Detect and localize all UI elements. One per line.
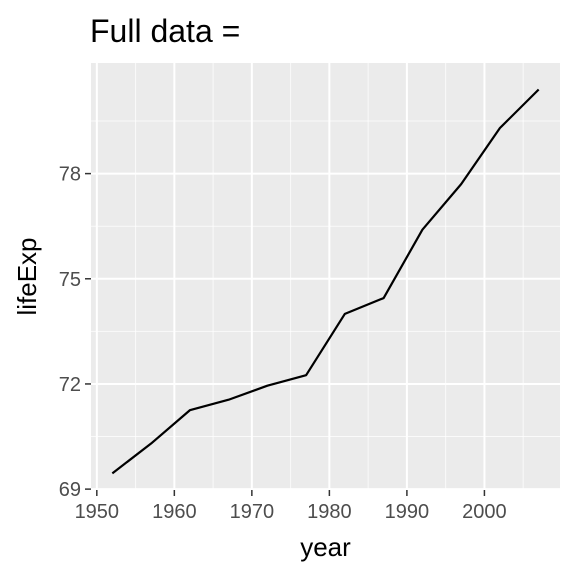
x-tick-label: 1990 (385, 501, 430, 523)
major-grid (91, 63, 560, 491)
x-axis-title: year (300, 532, 351, 562)
y-axis-title: lifeExp (12, 237, 42, 315)
x-tick-label: 1970 (230, 501, 275, 523)
minor-grid (91, 63, 560, 490)
x-tick-label: 1950 (75, 501, 120, 523)
series-line (111, 88, 540, 475)
x-axis: 1950 1960 1970 1980 1990 2000 (75, 490, 507, 523)
plot-panel (91, 63, 560, 490)
y-tick-label: 75 (59, 269, 81, 291)
x-tick-label: 1960 (152, 501, 197, 523)
x-tick-label: 2000 (462, 501, 507, 523)
y-axis: 69 72 75 78 (59, 164, 91, 501)
y-tick-label: 69 (59, 479, 81, 501)
y-tick-label: 78 (59, 164, 81, 186)
y-tick-label: 72 (59, 374, 81, 396)
chart-title: Full data = (90, 13, 240, 49)
x-tick-label: 1980 (307, 501, 352, 523)
